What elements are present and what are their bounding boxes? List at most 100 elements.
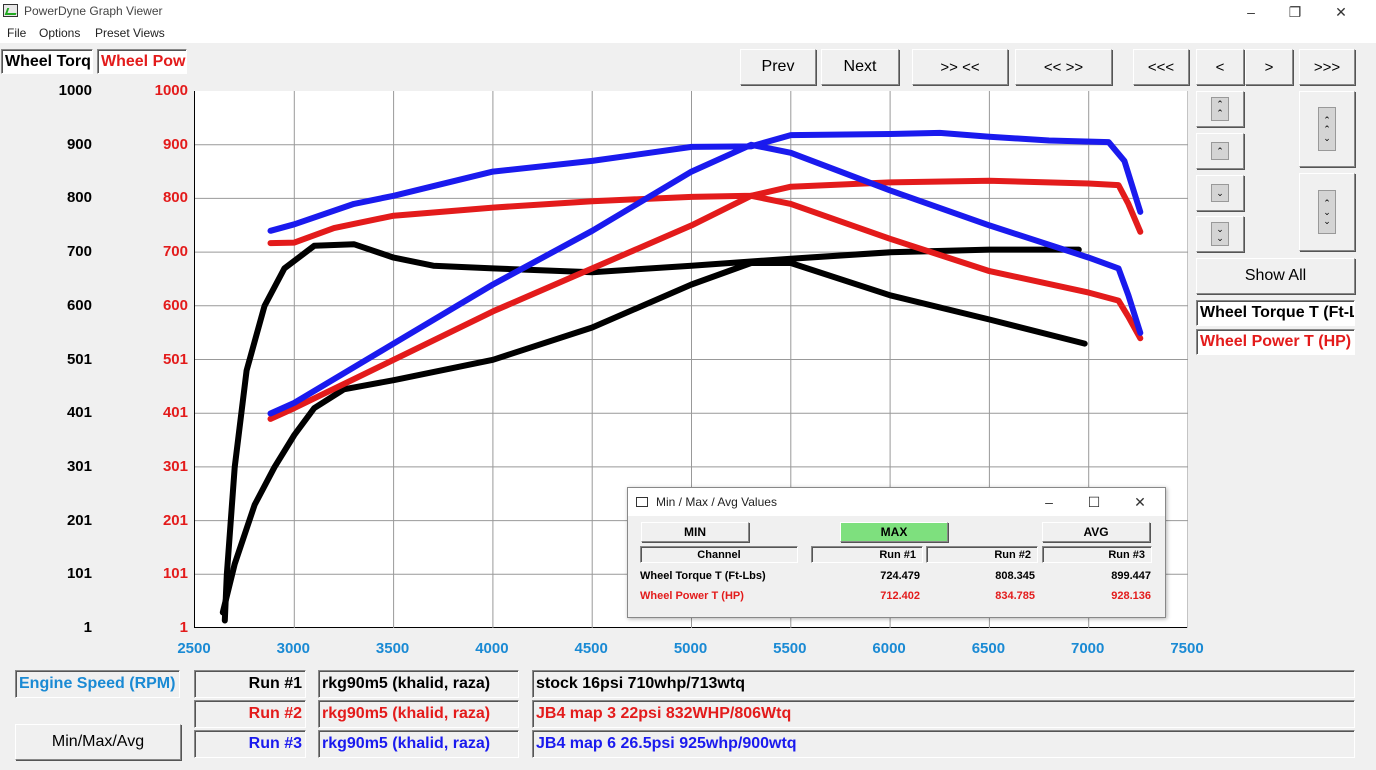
y-tick-right: 600 <box>162 296 188 314</box>
y-tick-left: 501 <box>66 350 92 368</box>
row-torque-run1: 724.479 <box>880 570 920 582</box>
avg-button[interactable]: AVG <box>1042 522 1150 542</box>
close-button[interactable]: ✕ <box>1335 4 1347 20</box>
prev-button[interactable]: Prev <box>740 49 816 85</box>
y-tick-left: 600 <box>66 296 92 314</box>
x-tick: 3000 <box>276 640 310 657</box>
run1-driver[interactable]: rkg90m5 (khalid, raza) <box>318 670 519 698</box>
row-torque-channel: Wheel Torque T (Ft-Lbs) <box>640 570 766 582</box>
scroll-down-button[interactable]: ⌄ <box>1196 175 1244 211</box>
max-button[interactable]: MAX <box>840 522 948 542</box>
x-tick: 4500 <box>574 640 608 657</box>
run1-label: Run #1 <box>194 670 306 698</box>
header-run2: Run #2 <box>926 546 1038 563</box>
legend-power[interactable]: Wheel Power T (HP) <box>1196 329 1355 355</box>
expand-vertical-icon: ⌃ ⌃ ⌄ <box>1318 107 1336 151</box>
series-line-1 <box>221 241 1082 624</box>
show-all-button[interactable]: Show All <box>1196 258 1355 294</box>
y-tick-right: 1000 <box>154 82 188 99</box>
y-tick-left: 101 <box>66 565 92 583</box>
dialog-close-button[interactable]: ✕ <box>1134 494 1146 510</box>
x-channel-field[interactable]: Engine Speed (RPM) <box>15 670 180 698</box>
last-button[interactable]: >>> <box>1299 49 1355 85</box>
series-line-5 <box>267 129 1144 234</box>
zoom-in-button[interactable]: >> << <box>912 49 1008 85</box>
y-tick-right: 800 <box>162 189 188 207</box>
compress-y-button[interactable]: ⌃ ⌄ ⌄ <box>1299 173 1355 251</box>
next-button[interactable]: Next <box>821 49 899 85</box>
run1-description[interactable]: stock 16psi 710whp/713wtq <box>532 670 1355 698</box>
row-torque-run3: 899.447 <box>1111 570 1151 582</box>
run3-description[interactable]: JB4 map 6 26.5psi 925whp/900wtq <box>532 730 1355 758</box>
run3-driver[interactable]: rkg90m5 (khalid, raza) <box>318 730 519 758</box>
menu-file[interactable]: File <box>7 26 27 40</box>
x-tick: 6000 <box>872 640 906 657</box>
y-tick-right: 501 <box>162 350 188 368</box>
min-button[interactable]: MIN <box>641 522 749 542</box>
double-up-icon: ⌃ ⌃ <box>1211 97 1229 121</box>
channel-tab-power[interactable]: Wheel Pow <box>97 49 187 74</box>
window-title: PowerDyne Graph Viewer <box>24 4 163 18</box>
y-tick-right: 201 <box>162 511 188 529</box>
zoom-out-button[interactable]: << >> <box>1015 49 1112 85</box>
min-max-avg-button[interactable]: Min/Max/Avg <box>15 724 181 760</box>
y-tick-left: 800 <box>66 189 92 207</box>
y-tick-left: 700 <box>66 243 92 261</box>
title-bar: PowerDyne Graph Viewer – ❐ ✕ <box>0 0 1376 24</box>
x-tick: 5000 <box>673 640 708 657</box>
x-tick: 5500 <box>773 640 807 657</box>
chart-svg <box>195 91 1189 628</box>
dialog-title: Min / Max / Avg Values <box>656 495 777 509</box>
y-tick-left: 900 <box>66 135 92 153</box>
run2-label: Run #2 <box>194 700 306 728</box>
header-channel: Channel <box>640 546 798 563</box>
run2-description[interactable]: JB4 map 3 22psi 832WHP/806Wtq <box>532 700 1355 728</box>
y-tick-right: 700 <box>162 243 188 261</box>
header-run1: Run #1 <box>811 546 923 563</box>
row-power-run1: 712.402 <box>880 590 920 602</box>
up-icon: ⌃ <box>1211 142 1229 160</box>
menu-preset-views[interactable]: Preset Views <box>95 26 165 40</box>
y-tick-right: 1 <box>179 619 188 636</box>
forward-button[interactable]: > <box>1245 49 1293 85</box>
row-power-channel: Wheel Power T (HP) <box>640 590 744 602</box>
y-tick-right: 101 <box>162 565 188 583</box>
dialog-maximize-button[interactable]: ☐ <box>1087 494 1101 510</box>
compress-vertical-icon: ⌃ ⌄ ⌄ <box>1318 190 1336 234</box>
scroll-up-fast-button[interactable]: ⌃ ⌃ <box>1196 91 1244 127</box>
series-line-6 <box>267 141 1144 417</box>
dialog-minimize-button[interactable]: – <box>1045 494 1053 510</box>
y-tick-left: 1000 <box>58 82 92 99</box>
legend-torque[interactable]: Wheel Torque T (Ft-L <box>1196 300 1355 326</box>
x-tick: 4000 <box>475 640 509 657</box>
back-button[interactable]: < <box>1196 49 1244 85</box>
y-tick-right: 401 <box>162 404 188 422</box>
double-down-icon: ⌄ ⌄ <box>1211 222 1229 246</box>
x-tick: 7000 <box>1071 640 1105 657</box>
down-icon: ⌄ <box>1211 184 1229 202</box>
y-tick-right: 301 <box>162 457 188 475</box>
scroll-down-fast-button[interactable]: ⌄ ⌄ <box>1196 216 1244 252</box>
x-tick: 2500 <box>177 640 211 657</box>
row-torque-run2: 808.345 <box>995 570 1035 582</box>
row-power-run2: 834.785 <box>995 590 1035 602</box>
menu-options[interactable]: Options <box>39 26 81 40</box>
y-tick-left: 301 <box>66 457 92 475</box>
header-run3: Run #3 <box>1042 546 1152 563</box>
scroll-up-button[interactable]: ⌃ <box>1196 133 1244 169</box>
expand-y-button[interactable]: ⌃ ⌃ ⌄ <box>1299 91 1355 167</box>
dialog-title-bar: Min / Max / Avg Values – ☐ ✕ <box>628 488 1165 516</box>
restore-button[interactable]: ❐ <box>1288 4 1302 20</box>
channel-tab-torque[interactable]: Wheel Torq <box>1 49 93 74</box>
y-tick-right: 900 <box>162 135 188 153</box>
minimize-button[interactable]: – <box>1247 4 1255 20</box>
first-button[interactable]: <<< <box>1133 49 1189 85</box>
menu-bar: File Options Preset Views <box>0 24 1376 43</box>
run2-driver[interactable]: rkg90m5 (khalid, raza) <box>318 700 519 728</box>
y-tick-left: 201 <box>66 511 92 529</box>
min-max-avg-dialog: Min / Max / Avg Values – ☐ ✕ MIN MAX AVG… <box>627 487 1166 618</box>
y-tick-left: 1 <box>83 619 92 636</box>
app-icon <box>3 4 18 17</box>
y-tick-left: 401 <box>66 404 92 422</box>
series-line-2 <box>219 260 1088 616</box>
